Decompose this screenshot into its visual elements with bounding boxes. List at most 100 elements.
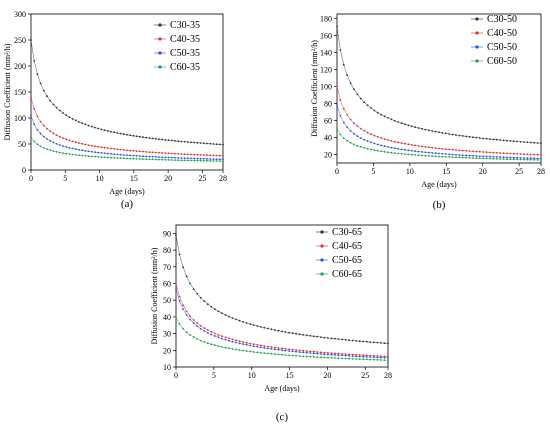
series-point (202, 159, 205, 162)
series-point (71, 118, 74, 120)
series-point (489, 157, 491, 160)
series-point (78, 121, 80, 123)
series-point (291, 350, 294, 353)
series-point (387, 357, 389, 359)
series-point (523, 158, 525, 161)
series-point (164, 156, 167, 159)
series-point (291, 354, 294, 357)
series-point (444, 148, 447, 151)
series-point (217, 310, 220, 313)
series-point (380, 359, 382, 361)
series-point (36, 128, 39, 131)
series-point (468, 154, 471, 157)
series-C50-50 (336, 104, 542, 160)
series-point (383, 145, 386, 148)
series-point (49, 99, 52, 102)
series-point (90, 155, 93, 158)
series-point (482, 137, 485, 140)
series-point (129, 157, 132, 160)
series-point (256, 351, 259, 354)
legend-label: C40-65 (332, 241, 362, 252)
series-point (199, 142, 202, 144)
series-point (455, 134, 457, 136)
series-point (252, 324, 255, 326)
series-point (284, 331, 287, 333)
series-point (58, 135, 61, 138)
series-point (142, 158, 144, 161)
series-point (161, 158, 164, 161)
series-point (427, 146, 430, 149)
series-point (516, 153, 519, 155)
series-point (154, 151, 157, 154)
series-point (366, 140, 369, 143)
series-point (407, 153, 410, 156)
series-point (455, 153, 457, 156)
series-point (81, 154, 84, 157)
series-point (192, 319, 195, 321)
series-point (277, 347, 280, 349)
series-point (71, 140, 74, 143)
series-point (341, 354, 343, 357)
series-point (369, 354, 372, 357)
y-tick-label: 90 (163, 229, 171, 238)
series-point (106, 156, 109, 159)
series-point (196, 292, 199, 295)
series-point (407, 124, 410, 127)
series-point (380, 342, 382, 344)
series-point (212, 160, 215, 162)
series-point (355, 355, 358, 358)
series-point (33, 60, 36, 62)
series-point (341, 338, 343, 341)
series-point (252, 351, 255, 353)
series-point (351, 355, 354, 357)
series-point (209, 142, 212, 145)
series-point (135, 154, 138, 157)
series-point (218, 158, 221, 161)
series-point (252, 343, 255, 346)
series-point (485, 157, 488, 160)
series-point (122, 154, 125, 156)
series-point (506, 158, 508, 161)
series-point (421, 154, 423, 157)
series-point (206, 342, 209, 345)
series-point (74, 119, 77, 122)
chart-panel-2: 0 5 10 15 20 25 28 20 40 60 80 100 120 140 160 180 Age (… (310, 13, 545, 211)
y-tick-label: 80 (163, 246, 171, 255)
series-point (526, 153, 529, 156)
series-point (323, 353, 326, 356)
y-tick-label: 50 (163, 296, 171, 305)
series-point (451, 133, 454, 136)
y-tick-label: 200 (14, 62, 26, 71)
series-point (42, 89, 45, 92)
series-point (170, 139, 173, 142)
series-point (502, 158, 505, 161)
legend-label: C60-65 (332, 269, 362, 280)
series-point (106, 130, 109, 132)
series-point (178, 253, 181, 256)
series-point (444, 132, 447, 135)
series-point (274, 348, 276, 351)
series-point (380, 144, 383, 147)
series-point (495, 151, 498, 154)
series-point (206, 331, 209, 334)
series-point (116, 132, 119, 134)
series-point (540, 142, 542, 145)
series-point (383, 138, 386, 141)
y-tick-label: 60 (324, 116, 332, 125)
chart-panel-3: 0 5 10 15 20 25 28 10 20 30 40 50 60 70 80 90 Age (days)… (150, 224, 392, 423)
series-point (302, 351, 305, 354)
series-point (209, 154, 212, 157)
series-point (373, 109, 376, 112)
series-point (373, 142, 376, 145)
series-point (509, 140, 512, 142)
series-point (438, 155, 440, 158)
series-point (154, 156, 157, 158)
series-point (129, 134, 132, 137)
series-point (363, 138, 366, 141)
series-point (431, 152, 434, 154)
series-point (190, 153, 192, 156)
series-point (189, 282, 192, 285)
series-point (369, 341, 372, 343)
series-point (196, 338, 199, 340)
